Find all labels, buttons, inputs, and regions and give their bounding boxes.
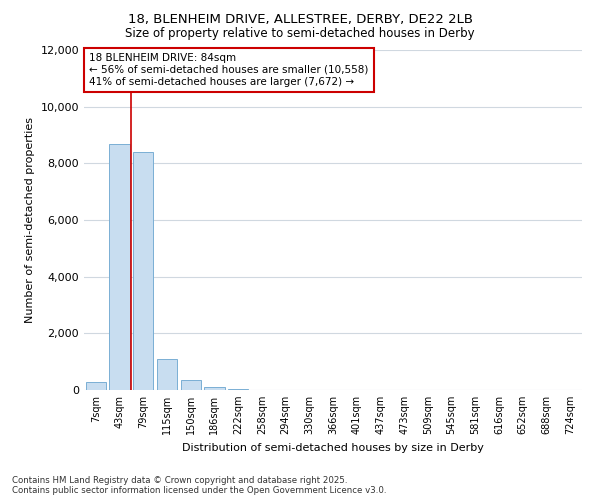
Bar xyxy=(157,359,177,390)
Bar xyxy=(181,380,201,390)
Text: 18 BLENHEIM DRIVE: 84sqm
← 56% of semi-detached houses are smaller (10,558)
41% : 18 BLENHEIM DRIVE: 84sqm ← 56% of semi-d… xyxy=(89,54,368,86)
Bar xyxy=(205,387,224,390)
Text: 18, BLENHEIM DRIVE, ALLESTREE, DERBY, DE22 2LB: 18, BLENHEIM DRIVE, ALLESTREE, DERBY, DE… xyxy=(128,12,473,26)
Bar xyxy=(228,388,248,390)
X-axis label: Distribution of semi-detached houses by size in Derby: Distribution of semi-detached houses by … xyxy=(182,442,484,452)
Bar xyxy=(133,152,154,390)
Y-axis label: Number of semi-detached properties: Number of semi-detached properties xyxy=(25,117,35,323)
Text: Size of property relative to semi-detached houses in Derby: Size of property relative to semi-detach… xyxy=(125,28,475,40)
Text: Contains HM Land Registry data © Crown copyright and database right 2025.
Contai: Contains HM Land Registry data © Crown c… xyxy=(12,476,386,495)
Bar xyxy=(109,144,130,390)
Bar xyxy=(86,382,106,390)
